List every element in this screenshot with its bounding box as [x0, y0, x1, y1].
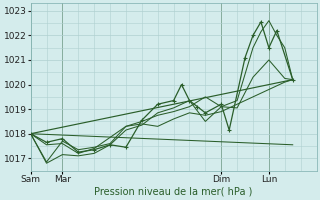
X-axis label: Pression niveau de la mer( hPa ): Pression niveau de la mer( hPa ) [94, 187, 253, 197]
